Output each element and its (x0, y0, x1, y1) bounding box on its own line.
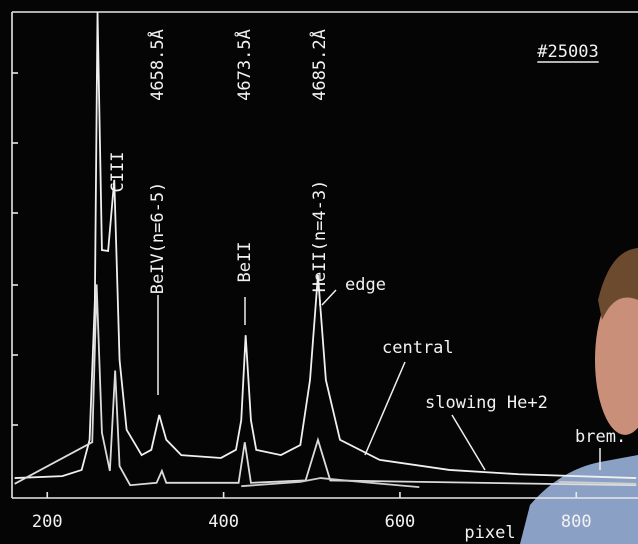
series-label: slowing He+2 (425, 393, 548, 413)
chart: 200 400 600 800 edge central slowing He+2 brem.… (0, 0, 638, 544)
x-tick-label: 400 (208, 512, 239, 532)
annotation: CIII (108, 152, 128, 193)
annotation: pixel (464, 523, 515, 543)
spectrum-line (15, 284, 637, 485)
annotation: #25003 (537, 42, 598, 62)
y-axis-notches (12, 73, 18, 425)
annotation: 4658.5Å (146, 29, 168, 101)
leader-line (452, 415, 485, 470)
x-tick-label: 800 (561, 512, 592, 532)
annotation: BeIV(n=6-5) (148, 182, 168, 295)
annotation: BeII (235, 242, 255, 283)
x-tick-label: 200 (32, 512, 63, 532)
annotation: 4673.5Å (233, 29, 255, 101)
series-label: edge (345, 275, 386, 295)
annotation: HeII(n=4-3) (310, 180, 330, 293)
x-tick-label: 600 (385, 512, 416, 532)
series-label: central (382, 338, 454, 358)
leader-line (365, 362, 405, 455)
annotation: 4685.2Å (308, 29, 330, 101)
series-label: brem. (575, 427, 626, 447)
